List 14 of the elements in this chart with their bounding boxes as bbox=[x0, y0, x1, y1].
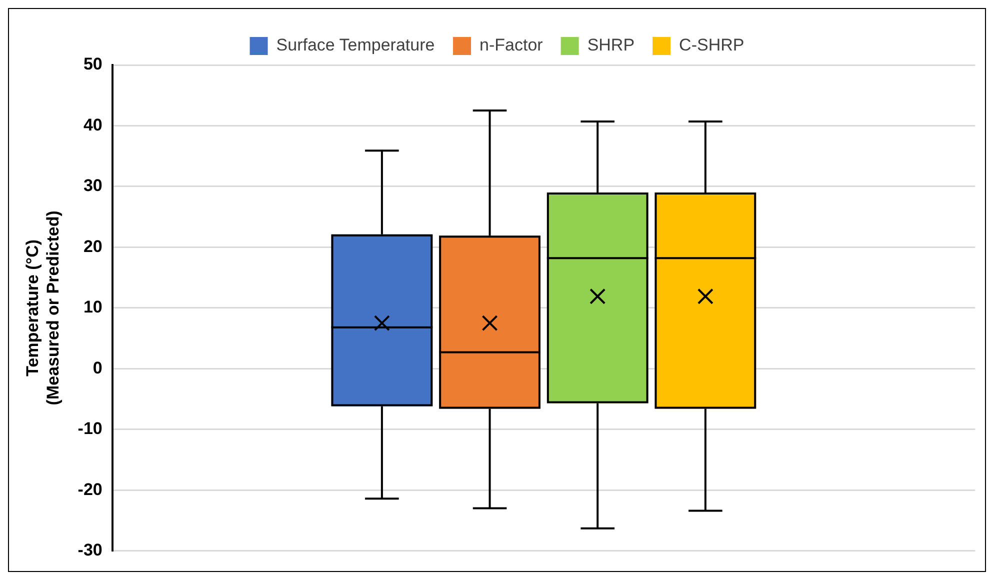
legend-label: Surface Temperature bbox=[276, 36, 435, 55]
y-tick-label: 40 bbox=[83, 115, 102, 134]
y-tick-label: 10 bbox=[83, 298, 102, 317]
y-tick-label: 30 bbox=[83, 176, 102, 196]
legend-label: C-SHRP bbox=[679, 36, 744, 55]
y-tick-label: 50 bbox=[83, 54, 102, 74]
legend-label: n-Factor bbox=[480, 36, 544, 55]
y-tick-label: -30 bbox=[78, 540, 102, 560]
y-tick-label: 20 bbox=[83, 236, 102, 256]
y-tick-label: 0 bbox=[92, 358, 102, 378]
y-tick-label: -20 bbox=[78, 480, 102, 499]
legend-label: SHRP bbox=[587, 36, 635, 55]
y-tick-label: -10 bbox=[78, 419, 102, 438]
y-axis-title: Temperature (°C) (Measured or Predicted) bbox=[22, 210, 62, 406]
